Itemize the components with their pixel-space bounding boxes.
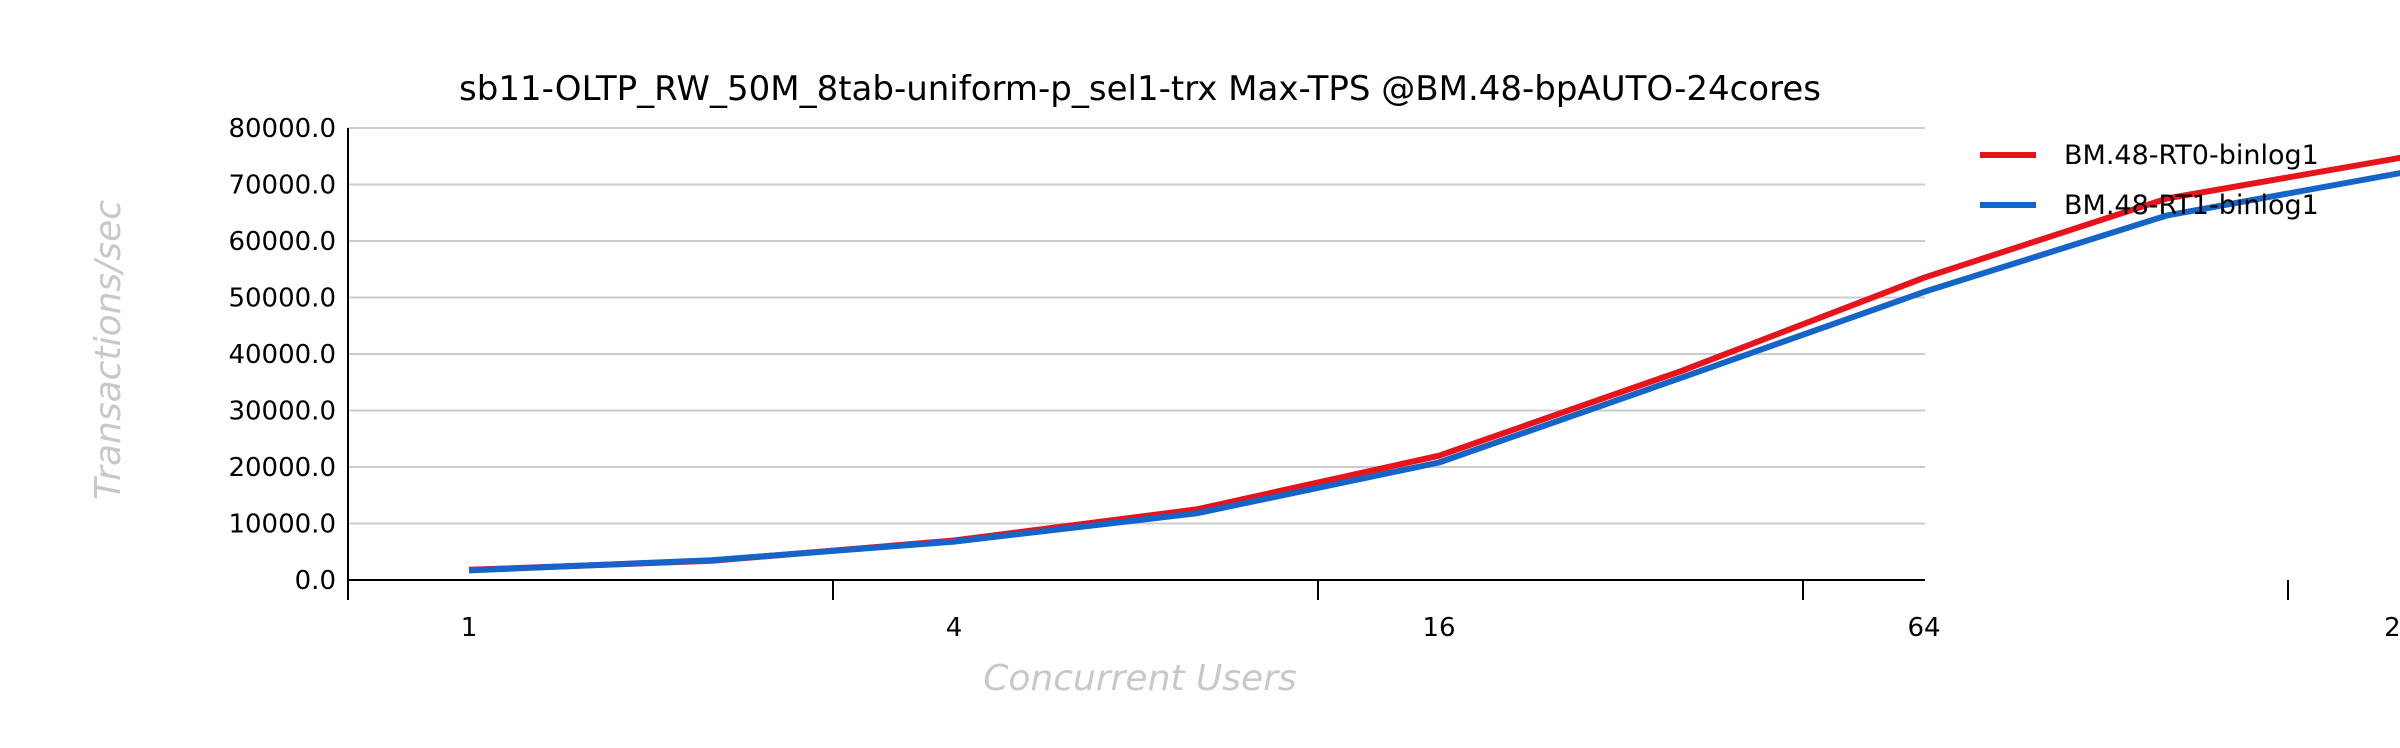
y-tick-label: 50000.0 bbox=[228, 284, 336, 314]
x-tick-label: 64 bbox=[1907, 613, 1940, 643]
y-axis-label: Transactions/sec bbox=[88, 200, 129, 500]
grid-lines bbox=[348, 127, 1925, 525]
y-tick-label: 80000.0 bbox=[228, 114, 336, 144]
x-tick-label: 1 bbox=[461, 613, 478, 643]
x-axis-label: Concurrent Users bbox=[983, 658, 1297, 699]
y-tick-label: 60000.0 bbox=[228, 227, 336, 257]
series-lines bbox=[468, 154, 2400, 574]
x-tick-label: 16 bbox=[1422, 613, 1455, 643]
legend-label: BM.48-RT1-binlog1 bbox=[2064, 190, 2319, 221]
y-tick-label: 0.0 bbox=[295, 566, 336, 596]
x-axis-ticks: 1416642561024 bbox=[347, 580, 2400, 643]
y-axis-ticks: 0.0 10000.0 20000.0 30000.0 40000.0 50000.0 60… bbox=[228, 114, 336, 596]
y-tick-label: 40000.0 bbox=[228, 340, 336, 370]
chart-title: sb11-OLTP_RW_50M_8tab-uniform-p_sel1-trx… bbox=[459, 69, 1821, 109]
x-tick-label: 256 bbox=[2384, 613, 2400, 643]
y-tick-label: 10000.0 bbox=[228, 510, 336, 540]
series-line-2 bbox=[468, 170, 2400, 574]
y-tick-label: 30000.0 bbox=[228, 397, 336, 427]
y-tick-label: 70000.0 bbox=[228, 171, 336, 201]
x-tick-label: 4 bbox=[946, 613, 963, 643]
legend: BM.48-RT0-binlog1 BM.48-RT1-binlog1 bbox=[1980, 140, 2319, 221]
legend-label: BM.48-RT0-binlog1 bbox=[2064, 140, 2319, 171]
y-tick-label: 20000.0 bbox=[228, 453, 336, 483]
